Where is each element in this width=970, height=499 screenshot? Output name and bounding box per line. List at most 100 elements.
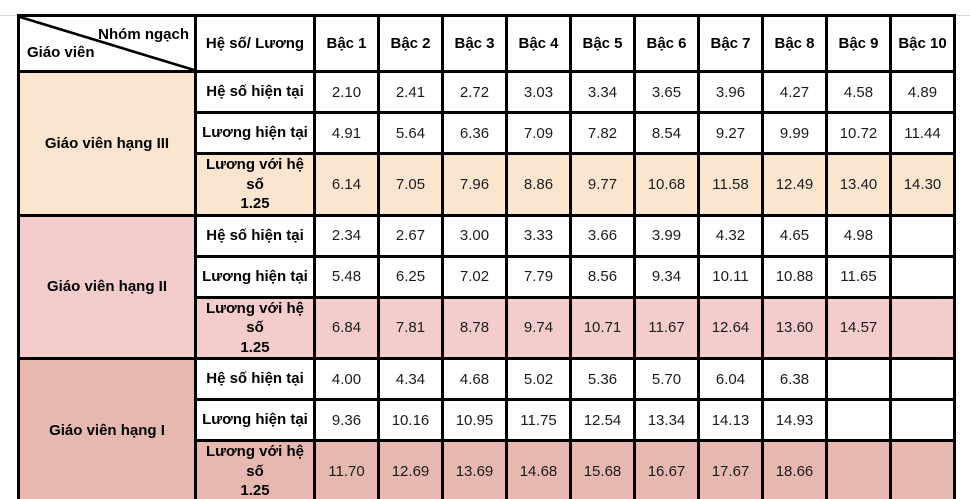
- value-cell: 8.56: [569, 254, 636, 299]
- value-cell: 2.34: [313, 213, 380, 258]
- value-cell: 10.72: [825, 111, 892, 155]
- value-cell: 2.41: [377, 70, 444, 114]
- row-label-cell: Lương hiện tại: [194, 111, 316, 155]
- excel-gridline-top-right: [952, 15, 970, 16]
- table-row: Giáo viên hạng II Hệ số hiện tại 2.34 2.67 3…: [17, 213, 956, 360]
- value-cell: 4.91: [313, 111, 380, 155]
- value-cell: 12.69: [377, 439, 444, 499]
- table-row: Lương hiện tại 5.48 6.25 7.02 7.79 8.56 9.34 10…: [19, 254, 956, 299]
- value-cell: 4.32: [697, 213, 764, 258]
- group-name-cell: Giáo viên hạng II: [17, 213, 197, 360]
- header-he-so-luong: Hệ số/ Lương: [194, 14, 316, 73]
- value-cell: 8.78: [441, 295, 508, 360]
- value-cell: 14.57: [825, 295, 892, 360]
- value-cell: 13.40: [825, 152, 892, 217]
- header-bac-8: Bậc 8: [761, 14, 828, 73]
- value-cell: 10.68: [633, 152, 700, 217]
- value-cell: 7.09: [505, 111, 572, 155]
- row-label-cell: Hệ số hiện tại: [194, 213, 316, 258]
- corner-label-nhom-ngach: Nhóm ngạch: [98, 26, 189, 43]
- value-cell: 2.10: [313, 70, 380, 114]
- value-cell: 5.36: [569, 357, 636, 401]
- value-cell: 3.66: [569, 213, 636, 258]
- value-cell: 4.98: [825, 213, 892, 258]
- value-cell: 13.60: [761, 295, 828, 360]
- row-label-cell: Lương hiện tại: [194, 398, 316, 442]
- corner-cell: Nhóm ngạch Giáo viên: [17, 14, 197, 73]
- value-cell: 4.34: [377, 357, 444, 401]
- table-row: Lương với hệ số 1.25 6.84 7.81 8.78 9.74 10.7…: [19, 295, 956, 360]
- value-cell: 6.36: [441, 111, 508, 155]
- header-bac-5: Bậc 5: [569, 14, 636, 73]
- value-cell: 14.68: [505, 439, 572, 499]
- value-cell: 11.58: [697, 152, 764, 217]
- value-cell: 6.04: [697, 357, 764, 401]
- table-row: Lương với hệ số 1.25 6.14 7.05 7.96 8.86 9.77…: [19, 152, 956, 217]
- salary-table: Nhóm ngạch Giáo viên Hệ số/ Lương Bậc 1 …: [17, 14, 956, 499]
- value-cell: 12.64: [697, 295, 764, 360]
- row-label-cell: Lương với hệ số 1.25: [194, 152, 316, 217]
- table-row: Lương với hệ số 1.25 11.70 12.69 13.69 14.68…: [19, 439, 956, 499]
- value-cell: 7.81: [377, 295, 444, 360]
- row-label-cell: Lương với hệ số 1.25: [194, 439, 316, 499]
- value-cell: 6.38: [761, 357, 828, 401]
- value-cell: [889, 254, 956, 299]
- value-cell: [825, 398, 892, 442]
- table-row: Giáo viên hạng I Hệ số hiện tại 4.00 4.34 4.…: [17, 357, 956, 499]
- value-cell: 10.11: [697, 254, 764, 299]
- value-cell: 4.58: [825, 70, 892, 114]
- value-cell: [889, 439, 956, 499]
- value-cell: 3.33: [505, 213, 572, 258]
- row-label-cell: Lương hiện tại: [194, 254, 316, 299]
- value-cell: 11.44: [889, 111, 956, 155]
- value-cell: [889, 213, 956, 258]
- value-cell: 13.69: [441, 439, 508, 499]
- value-cell: 10.95: [441, 398, 508, 442]
- value-cell: 4.68: [441, 357, 508, 401]
- corner-label-giao-vien: Giáo viên: [27, 44, 95, 61]
- value-cell: 3.00: [441, 213, 508, 258]
- value-cell: 6.14: [313, 152, 380, 217]
- row-label-cell: Lương với hệ số 1.25: [194, 295, 316, 360]
- value-cell: 10.16: [377, 398, 444, 442]
- header-bac-10: Bậc 10: [889, 14, 956, 73]
- value-cell: 9.77: [569, 152, 636, 217]
- diagonal-line: [21, 18, 193, 69]
- value-cell: 14.30: [889, 152, 956, 217]
- header-bac-2: Bậc 2: [377, 14, 444, 73]
- excel-gridline-bottom-left: [17, 481, 18, 498]
- value-cell: 10.88: [761, 254, 828, 299]
- value-cell: 4.27: [761, 70, 828, 114]
- value-cell: 6.25: [377, 254, 444, 299]
- header-bac-9: Bậc 9: [825, 14, 892, 73]
- group-name-cell: Giáo viên hạng I: [17, 357, 197, 499]
- value-cell: 12.54: [569, 398, 636, 442]
- value-cell: 7.02: [441, 254, 508, 299]
- value-cell: 4.89: [889, 70, 956, 114]
- value-cell: 9.27: [697, 111, 764, 155]
- value-cell: [889, 295, 956, 360]
- value-cell: 16.67: [633, 439, 700, 499]
- value-cell: 18.66: [761, 439, 828, 499]
- value-cell: 14.93: [761, 398, 828, 442]
- value-cell: 6.84: [313, 295, 380, 360]
- value-cell: 3.96: [697, 70, 764, 114]
- table-body: Giáo viên hạng III Hệ số hiện tại 2.10 2.41…: [17, 70, 956, 499]
- value-cell: 8.86: [505, 152, 572, 217]
- row-label-cell: Hệ số hiện tại: [194, 357, 316, 401]
- value-cell: 4.00: [313, 357, 380, 401]
- value-cell: 3.65: [633, 70, 700, 114]
- value-cell: 5.02: [505, 357, 572, 401]
- table-row: Lương hiện tại 9.36 10.16 10.95 11.75 12.54 13…: [19, 398, 956, 442]
- value-cell: 7.05: [377, 152, 444, 217]
- value-cell: 3.03: [505, 70, 572, 114]
- value-cell: 5.70: [633, 357, 700, 401]
- header-row: Nhóm ngạch Giáo viên Hệ số/ Lương Bậc 1 …: [17, 14, 956, 73]
- value-cell: 12.49: [761, 152, 828, 217]
- value-cell: [889, 398, 956, 442]
- value-cell: 9.36: [313, 398, 380, 442]
- header-bac-3: Bậc 3: [441, 14, 508, 73]
- value-cell: [825, 357, 892, 401]
- row-label-cell: Hệ số hiện tại: [194, 70, 316, 114]
- value-cell: 9.34: [633, 254, 700, 299]
